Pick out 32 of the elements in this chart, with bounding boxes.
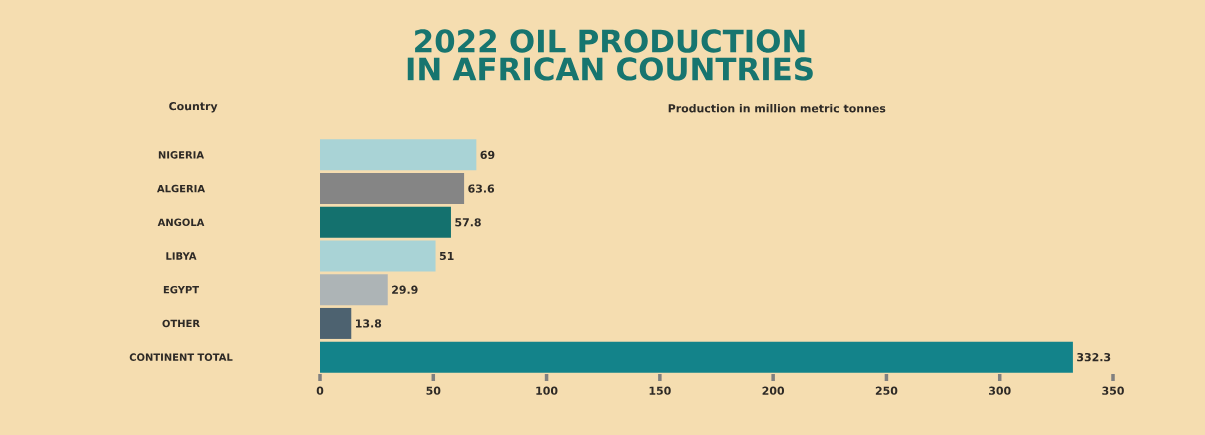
bar — [320, 240, 436, 272]
data-label: 69 — [480, 150, 495, 160]
data-label: 13.8 — [356, 319, 382, 328]
bar — [320, 274, 388, 306]
y-tick-label: NIGERIA — [158, 151, 205, 159]
x-axis-title: Production in million metric tonnes — [668, 104, 886, 113]
data-label: 332.3 — [1077, 353, 1111, 362]
chart-title: 2022 OIL PRODUCTION IN AFRICAN COUNTRIES — [407, 29, 813, 81]
x-tick-label: 150 — [649, 386, 671, 395]
y-tick-label: LIBYA — [166, 252, 197, 260]
data-label: 57.8 — [455, 218, 481, 227]
bar — [320, 173, 465, 205]
y-tick-label: EGYPT — [163, 285, 199, 294]
data-label: 63.6 — [468, 184, 495, 193]
x-tick-label: 250 — [875, 386, 898, 395]
y-tick-label: CONTINENT TOTAL — [129, 353, 233, 361]
bar — [320, 206, 451, 238]
bar — [320, 307, 352, 339]
x-tick-label: 350 — [1102, 386, 1124, 395]
x-tick-label: 0 — [316, 386, 324, 395]
y-axis-title: Country — [169, 102, 218, 113]
y-tick-label: ALGERIA — [156, 184, 206, 193]
data-label: 51 — [439, 251, 454, 261]
x-tick-label: 50 — [426, 386, 441, 395]
y-tick-label: OTHER — [162, 319, 200, 328]
y-tick-label: ANGOLA — [157, 218, 205, 227]
x-tick-label: 200 — [762, 386, 785, 395]
bar — [320, 139, 477, 171]
bar — [320, 341, 1073, 373]
x-tick-label: 100 — [536, 386, 558, 395]
x-tick-label: 300 — [989, 386, 1011, 395]
data-label: 29.9 — [392, 285, 418, 294]
